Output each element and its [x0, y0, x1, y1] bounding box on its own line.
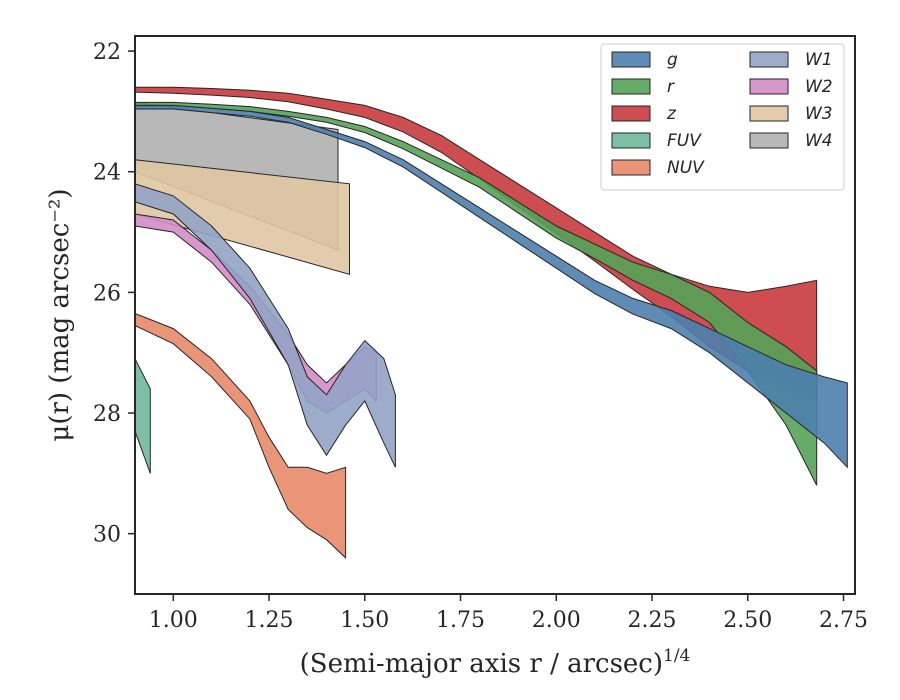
legend-swatch-r — [611, 78, 651, 95]
y-tick-label: 26 — [93, 281, 121, 306]
x-tick-label: 2.50 — [723, 608, 772, 633]
legend-label-r: r — [667, 77, 675, 97]
legend-swatch-w1 — [749, 51, 789, 68]
legend-label-w1: W1 — [805, 50, 833, 70]
y-tick-label: 22 — [93, 40, 121, 65]
x-axis-title: (Semi-major axis r / arcsec)1/4 — [300, 646, 691, 679]
x-axis-title-exponent: 1/4 — [663, 646, 690, 666]
legend-label-w3: W3 — [805, 104, 833, 124]
legend-label-w2: W2 — [805, 77, 833, 97]
band-w1 — [135, 183, 396, 468]
legend-swatch-z — [611, 105, 651, 122]
y-axis: 22 24 26 28 30 — [93, 40, 135, 548]
legend-swatch-w4 — [749, 132, 789, 149]
x-tick-label: 2.25 — [628, 608, 677, 633]
legend-label-w4: W4 — [805, 131, 833, 151]
x-tick-label: 1.75 — [436, 608, 485, 633]
x-axis: 1.00 1.25 1.50 1.75 2.00 2.25 2.50 2.75 — [149, 594, 868, 633]
y-axis-title: μ(r) (mag arcsec⁻²) — [45, 188, 75, 441]
x-tick-label: 2.00 — [532, 608, 581, 633]
legend-label-g: g — [667, 50, 678, 70]
band-g — [135, 104, 848, 469]
band-w3 — [135, 159, 350, 275]
legend: grz FUV NUV W1 W2 W3 W4 — [600, 43, 845, 191]
x-tick-label: 1.25 — [245, 608, 294, 633]
x-tick-label: 2.75 — [819, 608, 868, 633]
y-tick-label: 28 — [93, 402, 121, 427]
legend-swatch-nuv — [611, 159, 651, 176]
legend-swatch-w3 — [749, 105, 789, 122]
band-r — [135, 101, 818, 486]
legend-label-nuv: NUV — [667, 158, 705, 178]
legend-swatch-fuv — [611, 132, 651, 149]
plot-frame — [134, 35, 856, 595]
y-tick-label: 30 — [93, 523, 121, 548]
x-tick-label: 1.50 — [340, 608, 389, 633]
legend-label-fuv: FUV — [667, 131, 702, 151]
x-tick-label: 1.00 — [149, 608, 198, 633]
legend-swatch-g — [611, 51, 651, 68]
legend-label-z: z — [666, 104, 677, 124]
legend-swatch-w2 — [749, 78, 789, 95]
x-axis-title-text: (Semi-major axis r / arcsec) — [300, 649, 663, 679]
y-tick-label: 24 — [93, 161, 121, 186]
band-fuv — [135, 358, 151, 474]
band-layer — [135, 86, 848, 559]
band-nuv — [135, 312, 347, 559]
